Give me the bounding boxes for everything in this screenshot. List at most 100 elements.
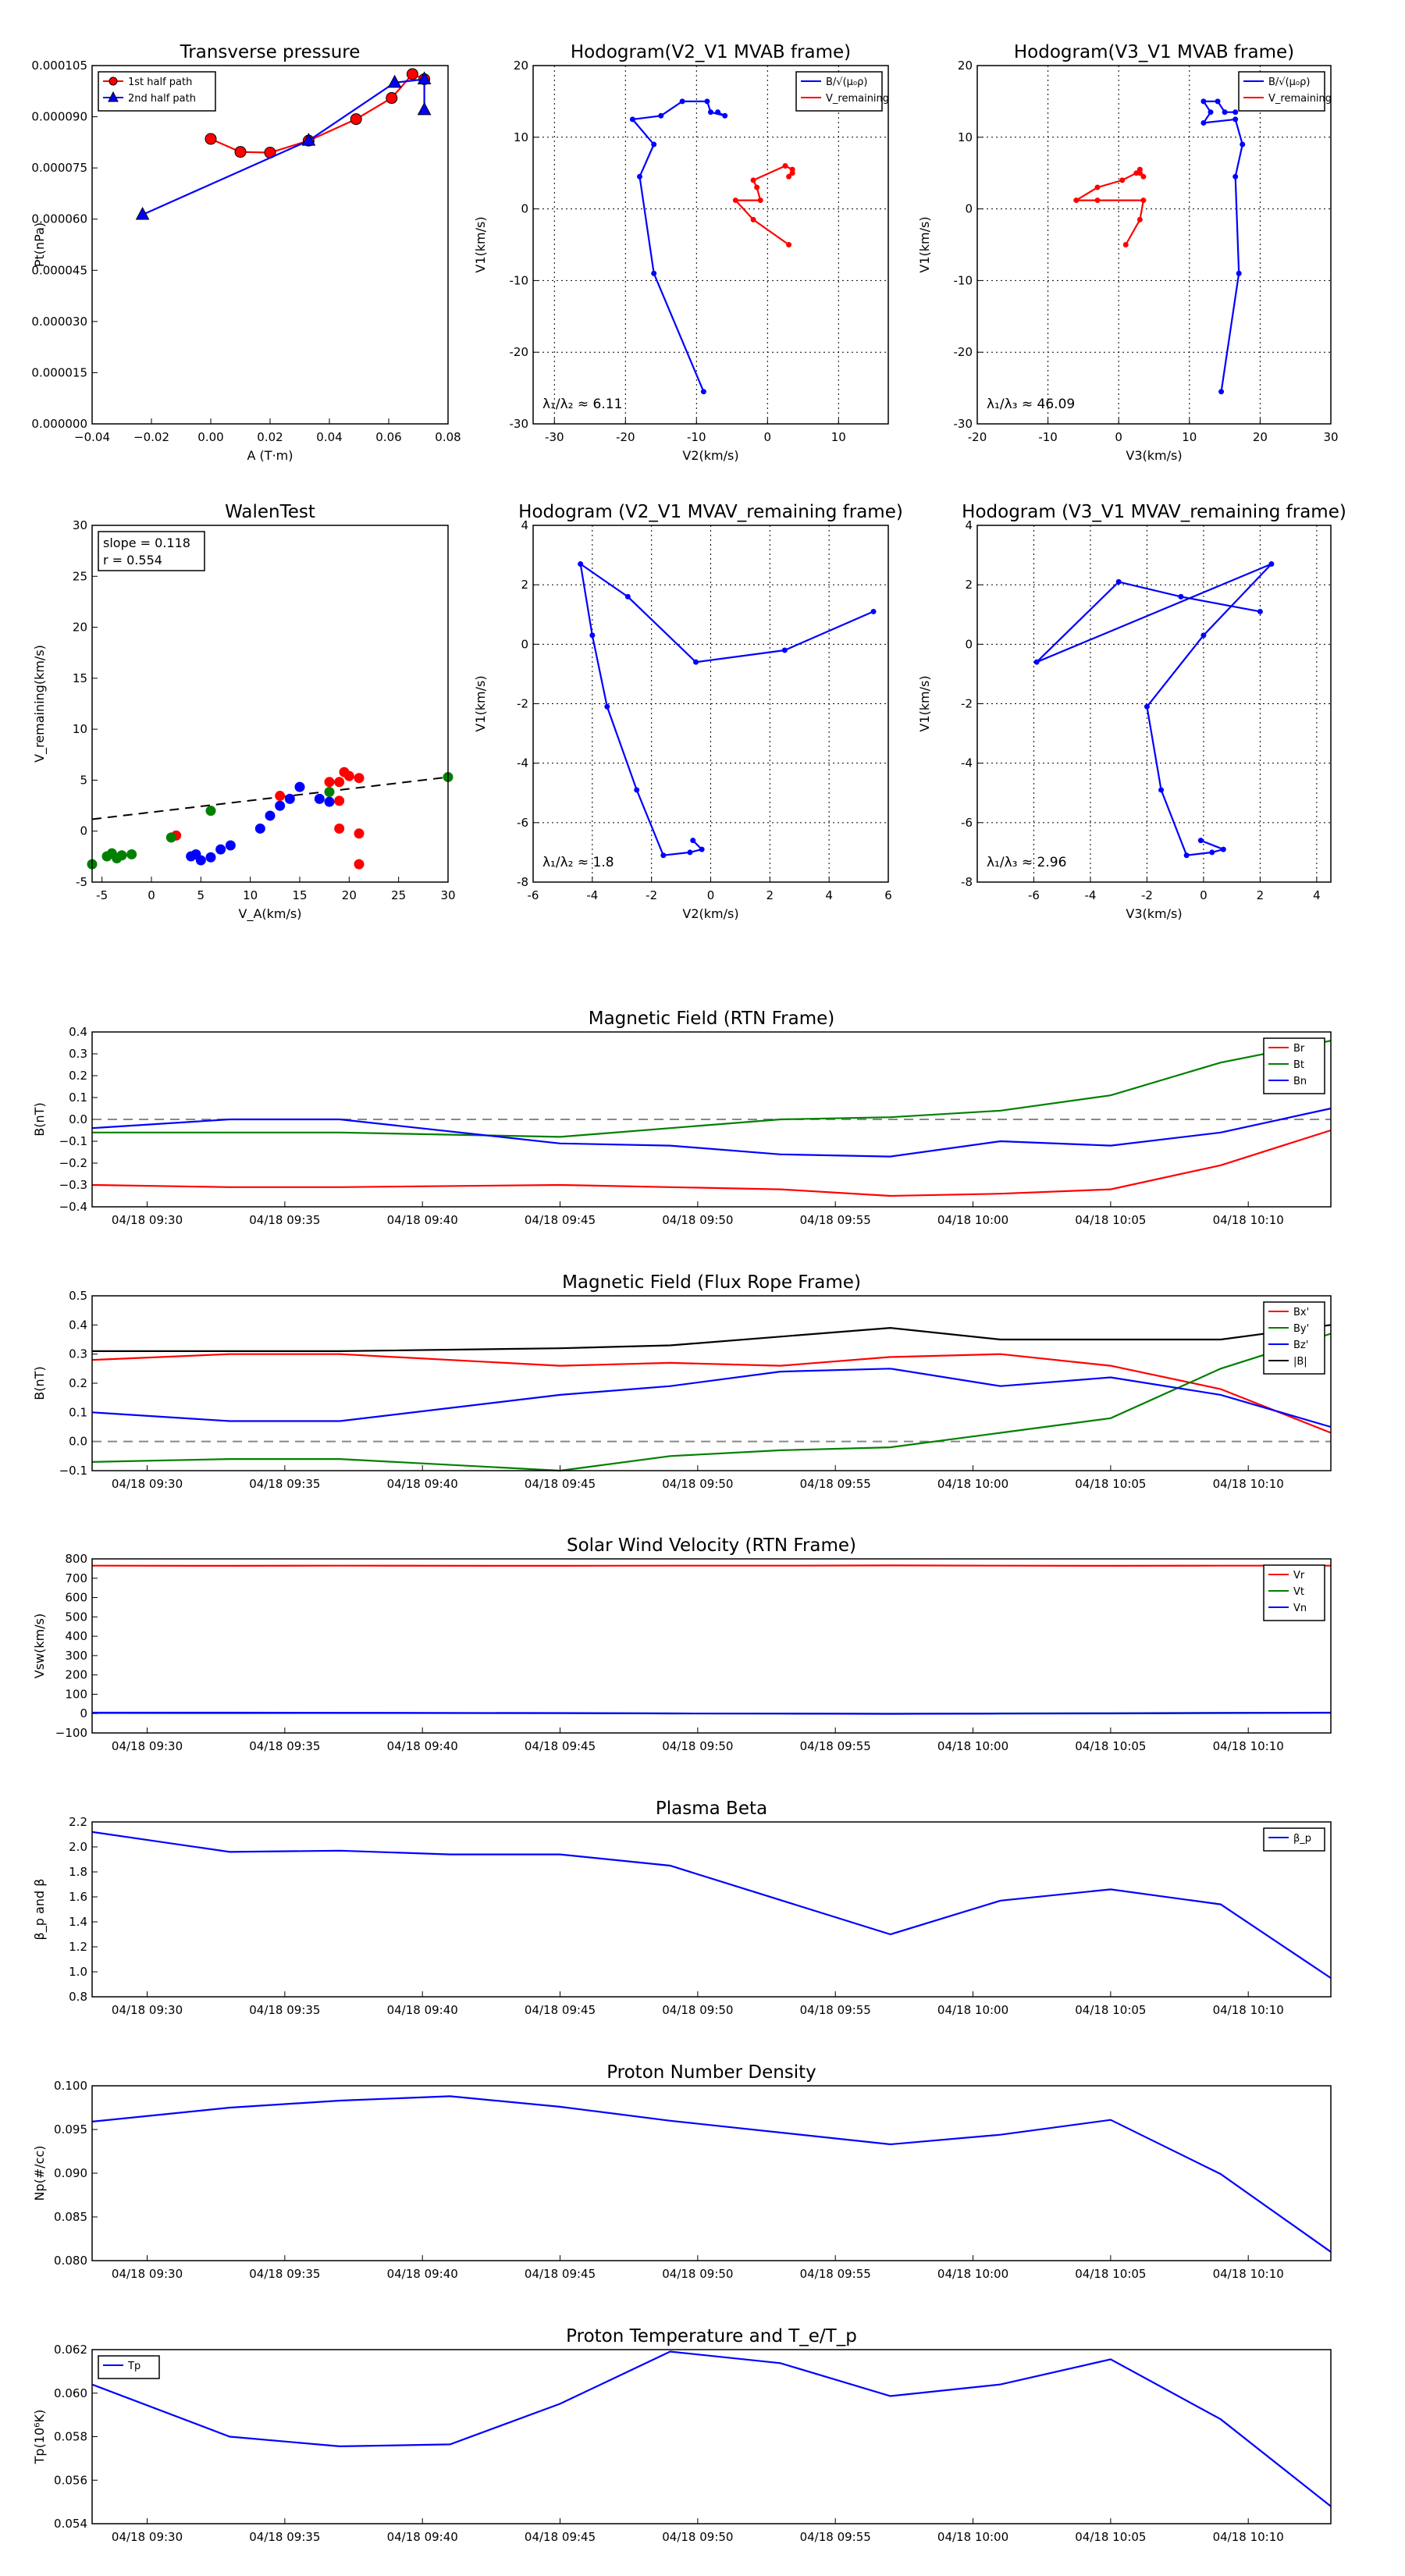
legend-box xyxy=(795,71,883,112)
y-tick-label: -6 xyxy=(517,816,528,830)
x-tick-label: 04/18 10:05 xyxy=(1075,1477,1146,1491)
y-axis-label: B(nT) xyxy=(32,1366,47,1400)
x-tick-label: 04/18 09:30 xyxy=(112,1213,183,1227)
series-line xyxy=(1201,100,1243,392)
data-point xyxy=(1268,561,1275,568)
data-point xyxy=(1033,659,1040,665)
x-axis-label: V2(km/s) xyxy=(682,906,738,921)
data-point xyxy=(1215,98,1221,105)
y-tick-label: 1.0 xyxy=(69,1965,87,1979)
series-s0 xyxy=(91,2095,1332,2253)
chart-title: Magnetic Field (RTN Frame) xyxy=(589,1009,835,1029)
x-tick-label: -2 xyxy=(1141,888,1153,902)
y-tick-label: 0.2 xyxy=(69,1376,87,1390)
data-point xyxy=(234,146,247,158)
x-tick-label: 25 xyxy=(391,888,406,902)
y-tick-label: 200 xyxy=(65,1668,87,1682)
series-line xyxy=(1072,168,1145,246)
y-tick-label: 0.090 xyxy=(54,2166,87,2180)
x-tick-label: 04/18 10:10 xyxy=(1213,2003,1284,2017)
data-point xyxy=(732,197,738,204)
x-tick-label: −0.04 xyxy=(74,430,110,444)
y-tick-label: -30 xyxy=(510,417,529,431)
y-tick-label: −0.3 xyxy=(59,1178,87,1192)
data-point xyxy=(275,800,286,811)
data-point xyxy=(690,838,696,844)
data-point xyxy=(781,647,788,653)
x-tick-label: 0.00 xyxy=(197,430,223,444)
x-tick-label: 0.08 xyxy=(435,430,461,444)
x-tick-label: 6 xyxy=(884,888,892,902)
x-tick-label: 04/18 09:55 xyxy=(800,1739,871,1753)
x-tick-label: -10 xyxy=(1038,430,1058,444)
series-by xyxy=(91,1332,1332,1472)
y-tick-label: 0.000105 xyxy=(31,59,87,73)
data-point xyxy=(722,112,728,119)
y-tick-label: 0 xyxy=(521,202,528,216)
x-tick-label: -10 xyxy=(687,430,706,444)
data-point xyxy=(708,109,713,116)
y-tick-label: 0.000000 xyxy=(31,417,87,431)
data-point xyxy=(215,844,226,855)
y-tick-label: 0.1 xyxy=(69,1405,87,1419)
y-tick-label: -4 xyxy=(517,756,528,770)
y-tick-label: 800 xyxy=(65,1552,87,1566)
series-bt xyxy=(92,1040,1332,1138)
data-point xyxy=(165,832,176,843)
data-point xyxy=(757,197,763,204)
plot-frame xyxy=(91,1295,1332,1471)
y-tick-label: 0.000015 xyxy=(31,365,87,379)
y-tick-label: 0.4 xyxy=(69,1318,87,1332)
data-point xyxy=(190,849,201,859)
legend-label: Bt xyxy=(1293,1059,1304,1071)
x-tick-label: 04/18 09:55 xyxy=(800,2003,871,2017)
data-point xyxy=(334,823,345,834)
eigenvalue-ratio-label: λ₁/λ₂ ≈ 1.8 xyxy=(542,855,614,870)
legend-box xyxy=(1263,1301,1325,1375)
data-point xyxy=(1220,846,1226,852)
y-tick-label: 0.085 xyxy=(54,2210,87,2224)
x-tick-label: 04/18 09:40 xyxy=(387,2530,458,2544)
data-point xyxy=(1094,197,1101,204)
legend-label: 2nd half path xyxy=(128,93,196,105)
x-tick-label: 04/18 09:30 xyxy=(112,1477,183,1491)
y-tick-label: 0.3 xyxy=(69,1047,87,1061)
data-point xyxy=(1200,632,1207,639)
x-tick-label: 04/18 10:10 xyxy=(1213,2530,1284,2544)
legend-label: Vn xyxy=(1293,1603,1307,1614)
y-tick-label: -10 xyxy=(510,273,529,287)
x-tick-label: 10 xyxy=(243,888,258,902)
y-tick-label: 1.6 xyxy=(69,1890,87,1904)
y-tick-label: 4 xyxy=(965,518,973,532)
chart-h2: Hodogram(V3_V1 MVAB frame)-30-20-1001020… xyxy=(917,42,1339,463)
series-line xyxy=(91,1831,1332,1979)
data-point xyxy=(334,795,345,806)
data-point xyxy=(254,823,265,834)
data-point xyxy=(750,216,756,222)
y-tick-label: 0.056 xyxy=(54,2473,87,2487)
data-point xyxy=(343,770,354,781)
y-tick-label: -20 xyxy=(510,345,529,359)
series-line xyxy=(91,1107,1332,1158)
data-point xyxy=(1218,389,1225,395)
x-tick-label: 04/18 09:45 xyxy=(525,2267,596,2281)
plot-frame xyxy=(91,525,449,883)
data-point xyxy=(1257,608,1263,614)
data-point xyxy=(1222,109,1228,116)
y-axis-label: Pt(nPa) xyxy=(32,222,47,267)
data-point xyxy=(116,850,127,861)
data-point xyxy=(704,98,710,105)
y-tick-label: 0.000060 xyxy=(31,212,87,226)
eigenvalue-ratio-label: λ₁/λ₂ ≈ 6.11 xyxy=(542,397,622,412)
legend-label: Bz' xyxy=(1293,1340,1308,1351)
series-s0 xyxy=(186,781,335,866)
data-point xyxy=(314,793,325,804)
series-s0 xyxy=(1033,561,1275,859)
y-axis-label: Np(#/cc) xyxy=(32,2146,47,2201)
data-point xyxy=(786,173,792,180)
y-tick-label: 0.100 xyxy=(54,2079,87,2093)
plot-frame xyxy=(91,2349,1332,2524)
x-tick-label: 0.06 xyxy=(375,430,401,444)
data-point xyxy=(135,206,150,220)
